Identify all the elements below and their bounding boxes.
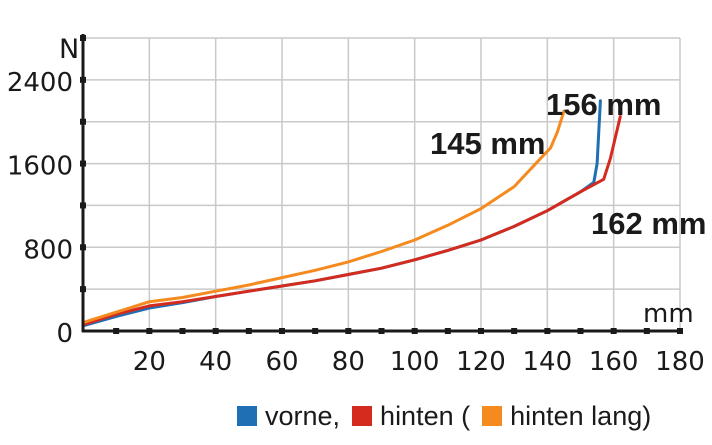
x-tick-mark xyxy=(113,328,120,334)
x-tick-mark xyxy=(511,328,518,334)
x-tick-label: 140 xyxy=(523,347,573,377)
y-tick-label: 2400 xyxy=(7,68,73,98)
x-tick-mark xyxy=(179,328,186,334)
x-tick-label: 100 xyxy=(390,347,440,377)
legend-label-hinten: hinten ( xyxy=(380,400,471,431)
legend-swatch-red xyxy=(352,406,373,426)
y-tick-mark xyxy=(80,76,86,83)
chart: 0 800 1600 2400 20 40 60 80 100 120 140 160 180 N mm… xyxy=(7,34,706,377)
x-tick-mark xyxy=(378,328,385,334)
x-tick-mark xyxy=(677,328,683,334)
legend-swatch-blue xyxy=(237,406,257,426)
x-tick-label: 20 xyxy=(133,347,166,377)
y-tick-mark xyxy=(80,160,86,167)
y-tick-mark xyxy=(80,202,86,209)
x-tick-label: 40 xyxy=(199,347,232,377)
x-tick-mark xyxy=(577,328,584,334)
legend-label-vorne: vorne, xyxy=(265,400,341,431)
y-tick-label: 0 xyxy=(56,319,73,349)
x-tick-mark xyxy=(610,328,617,334)
series-line-1 xyxy=(81,115,622,327)
x-tick-mark xyxy=(345,328,352,334)
x-tick-mark xyxy=(478,328,484,334)
annotation-162mm: 162 mm xyxy=(591,206,706,241)
legend-label-hinten-lang: hinten lang) xyxy=(510,400,652,431)
legend-swatch-orange xyxy=(482,406,503,426)
legend: vorne, hinten ( hinten lang) xyxy=(237,398,663,434)
series-group xyxy=(81,99,622,328)
y-axis-label: N xyxy=(59,34,79,65)
x-tick-mark xyxy=(444,328,451,334)
legend-item-hinten-lang: hinten lang) xyxy=(482,401,651,432)
x-tick-mark xyxy=(544,328,551,334)
x-tick-label: 60 xyxy=(265,347,298,377)
x-tick-label: 160 xyxy=(589,347,639,377)
x-tick-mark xyxy=(212,328,219,334)
y-tick-mark xyxy=(80,244,86,251)
x-tick-mark xyxy=(312,328,319,334)
x-tick-label: 180 xyxy=(655,347,705,377)
x-tick-label: 120 xyxy=(456,347,506,377)
legend-item-hinten: hinten ( xyxy=(352,401,470,432)
grid xyxy=(83,37,681,331)
tick-labels: 0 800 1600 2400 20 40 60 80 100 120 140 160 180 xyxy=(7,68,705,377)
axes xyxy=(80,34,683,334)
annotation-156mm: 156 mm xyxy=(546,87,661,122)
y-tick-mark xyxy=(80,35,86,41)
x-axis-label: mm xyxy=(643,299,694,329)
x-tick-mark xyxy=(245,328,252,334)
x-tick-mark xyxy=(279,328,285,334)
x-tick-mark xyxy=(411,328,418,334)
y-tick-mark xyxy=(80,118,86,125)
annotation-145mm: 145 mm xyxy=(430,126,545,161)
y-tick-label: 800 xyxy=(23,235,73,265)
x-tick-mark xyxy=(146,328,153,334)
x-tick-label: 80 xyxy=(332,347,365,377)
y-tick-mark xyxy=(80,286,86,293)
series-line-2 xyxy=(81,109,566,325)
y-tick-label: 1600 xyxy=(7,152,73,182)
legend-item-vorne: vorne, xyxy=(237,401,340,432)
x-tick-mark xyxy=(643,328,650,334)
